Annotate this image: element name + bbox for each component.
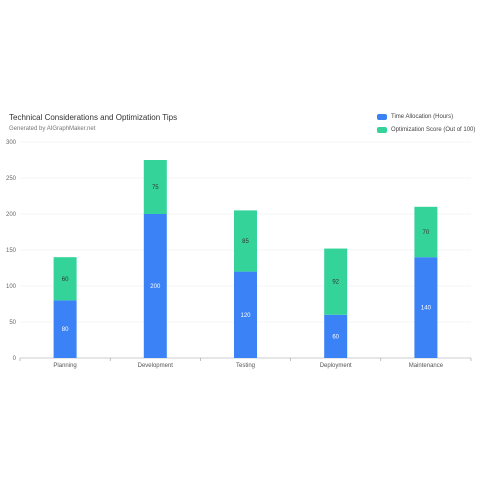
data-label-testing-time-allocation-hours: 120: [240, 313, 251, 319]
legend-item-time-allocation[interactable]: Time Allocation (Hours): [377, 111, 475, 122]
data-label-deployment-optimization-score-out-of-100: 92: [332, 280, 339, 286]
data-label-planning-optimization-score-out-of-100: 60: [62, 277, 69, 283]
legend-swatch-time-allocation: [377, 113, 387, 120]
y-tick-label-250: 250: [6, 176, 17, 182]
data-label-maintenance-time-allocation-hours: 140: [421, 306, 432, 312]
legend-item-optimization-score[interactable]: Optimization Score (Out of 100): [377, 124, 475, 135]
y-tick-label-300: 300: [6, 140, 17, 146]
bar-planning-optimization-score-out-of-100[interactable]: [53, 257, 77, 301]
bar-maintenance-optimization-score-out-of-100[interactable]: [414, 206, 438, 258]
bar-testing-optimization-score-out-of-100[interactable]: [234, 210, 257, 272]
x-tick-label-maintenance: Maintenance: [409, 363, 444, 369]
x-tick-label-testing: Testing: [236, 363, 255, 369]
data-label-development-time-allocation-hours: 200: [150, 284, 161, 290]
chart-subtitle: Generated by AIGraphMaker.net: [9, 126, 96, 132]
legend: Time Allocation (Hours) Optimization Sco…: [377, 111, 475, 137]
bar-maintenance-time-allocation-hours[interactable]: [414, 257, 438, 358]
bar-planning-time-allocation-hours[interactable]: [53, 300, 77, 358]
chart-title: Technical Considerations and Optimizatio…: [9, 113, 178, 122]
legend-label-time-allocation: Time Allocation (Hours): [391, 113, 454, 120]
bar-testing-time-allocation-hours[interactable]: [234, 271, 257, 358]
x-tick-label-planning: Planning: [53, 363, 76, 369]
bar-deployment-optimization-score-out-of-100[interactable]: [324, 248, 348, 315]
x-tick-label-development: Development: [138, 363, 174, 369]
legend-label-optimization-score: Optimization Score (Out of 100): [391, 126, 476, 133]
x-tick-label-deployment: Deployment: [320, 363, 352, 369]
y-tick-label-200: 200: [6, 212, 17, 218]
bar-deployment-time-allocation-hours[interactable]: [324, 314, 348, 358]
bar-development-optimization-score-out-of-100[interactable]: [143, 160, 167, 214]
y-tick-label-150: 150: [6, 248, 17, 254]
y-tick-label-50: 50: [9, 320, 16, 326]
data-label-testing-optimization-score-out-of-100: 85: [242, 239, 249, 245]
data-label-maintenance-optimization-score-out-of-100: 70: [423, 230, 430, 236]
data-label-deployment-time-allocation-hours: 60: [332, 334, 339, 340]
y-tick-label-0: 0: [13, 356, 17, 362]
legend-swatch-optimization-score: [377, 126, 387, 133]
data-label-planning-time-allocation-hours: 80: [62, 327, 69, 333]
y-tick-label-100: 100: [6, 284, 17, 290]
bar-development-time-allocation-hours[interactable]: [143, 214, 167, 358]
data-label-development-optimization-score-out-of-100: 75: [152, 185, 159, 191]
